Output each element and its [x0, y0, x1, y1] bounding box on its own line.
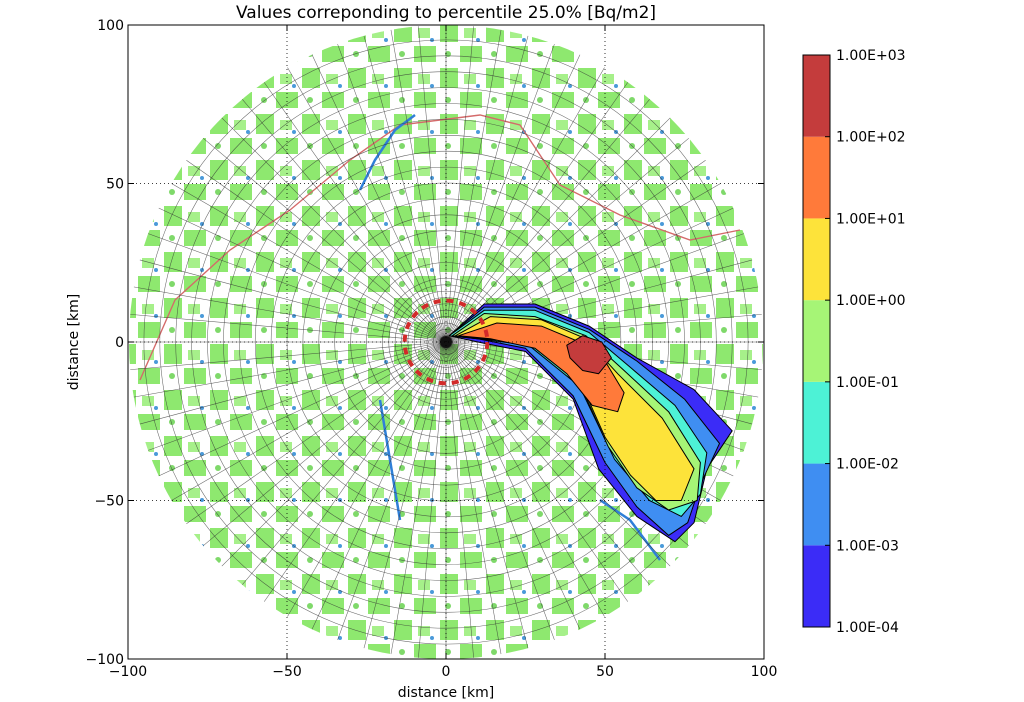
grid-spoke [129, 341, 447, 370]
grid-spoke [445, 341, 629, 603]
colorbar-segment [803, 300, 830, 382]
y-tick-label: −50 [94, 494, 124, 510]
grid-spoke [445, 341, 581, 631]
colorbar-frame [802, 54, 831, 628]
grid-spoke [311, 53, 447, 343]
colorbar-label: 1.00E-02 [836, 457, 899, 473]
grid-spoke [132, 286, 447, 343]
colorbar-label: 1.00E+01 [836, 211, 906, 227]
cartesian-gridlines [128, 25, 764, 659]
colorbar-segment [803, 545, 830, 627]
x-tick-label: 100 [751, 664, 778, 680]
inner-zone-circle [402, 298, 490, 386]
colorbar-segment [803, 218, 830, 301]
grid-spoke [286, 66, 447, 343]
grid-spoke [157, 341, 447, 477]
y-tick-label: 100 [97, 18, 124, 34]
grid-spoke [445, 341, 556, 641]
grid-spoke [311, 341, 447, 631]
grid-spoke [363, 341, 447, 650]
y-tick-label: 0 [115, 335, 124, 351]
grid-spoke [445, 66, 606, 343]
grid-spoke [445, 25, 474, 343]
x-tick-label: −50 [272, 664, 302, 680]
plot-area [128, 25, 764, 659]
grid-spoke [390, 28, 447, 343]
river-line [358, 114, 661, 561]
y-tick-label: −100 [86, 652, 124, 668]
grid-spoke [445, 341, 672, 568]
x-axis-label: distance [km] [398, 685, 494, 701]
colorbar-segment [803, 463, 830, 546]
grid-spoke [170, 182, 447, 343]
colorbar-label: 1.00E-04 [836, 620, 899, 636]
grid-spoke [202, 137, 447, 343]
grid-spoke [129, 314, 447, 343]
grid-spoke [241, 341, 447, 586]
grid-spoke [445, 341, 502, 656]
border-line [139, 114, 741, 381]
grid-spoke [445, 28, 502, 343]
grid-spoke [138, 341, 447, 425]
y-axis: −100 −50 0 50 100 [86, 18, 764, 668]
y-tick-label: 50 [106, 177, 124, 193]
colorbar-label: 1.00E-03 [836, 538, 899, 554]
grid-spoke [263, 81, 447, 343]
grid-spoke [445, 341, 606, 618]
grid-spoke [220, 341, 447, 568]
colorbar-label: 1.00E+02 [836, 130, 906, 146]
y-axis-label: distance [km] [66, 294, 82, 390]
grid-spoke [157, 207, 447, 343]
grid-spoke [185, 341, 447, 525]
x-tick-label: 0 [442, 664, 451, 680]
grid-spoke [185, 159, 447, 343]
chart-title: Values correponding to percentile 25.0% … [236, 3, 656, 23]
x-tick-label: 50 [596, 664, 614, 680]
grid-spoke [445, 341, 651, 586]
grid-spoke [241, 98, 447, 343]
x-axis: −100 −50 0 50 100 [109, 25, 778, 680]
grid-spoke [390, 341, 447, 656]
grid-spoke [263, 341, 447, 603]
colorbar-segment [803, 55, 830, 137]
grid-spoke [286, 341, 447, 618]
grid-spoke [132, 341, 447, 398]
grid-spoke [445, 98, 651, 343]
grid-spoke [445, 53, 581, 343]
grid-spoke [445, 34, 529, 343]
grid-spoke [147, 232, 447, 343]
grid-spoke [336, 43, 447, 343]
colorbar-label: 1.00E-01 [836, 375, 899, 391]
grid-spoke [445, 43, 556, 343]
grid-spoke [445, 341, 529, 650]
grid-spoke [336, 341, 447, 641]
grid-spoke [445, 81, 629, 343]
grid-spoke [147, 341, 447, 452]
grid-spoke [170, 341, 447, 502]
colorbar-segment [803, 136, 830, 219]
colorbar-label: 1.00E+03 [836, 48, 906, 64]
colorbar: 1.00E-04 1.00E-03 1.00E-02 1.00E-01 1.00E+00… [802, 48, 906, 636]
colorbar-segment [803, 381, 830, 464]
x-tick-label: −100 [109, 664, 147, 680]
grid-spoke [202, 341, 447, 547]
grid-spoke [445, 341, 474, 659]
grid-spoke [363, 34, 447, 343]
colorbar-label: 1.00E+00 [836, 293, 906, 309]
grid-spoke [138, 259, 447, 343]
grid-spoke [220, 116, 447, 343]
